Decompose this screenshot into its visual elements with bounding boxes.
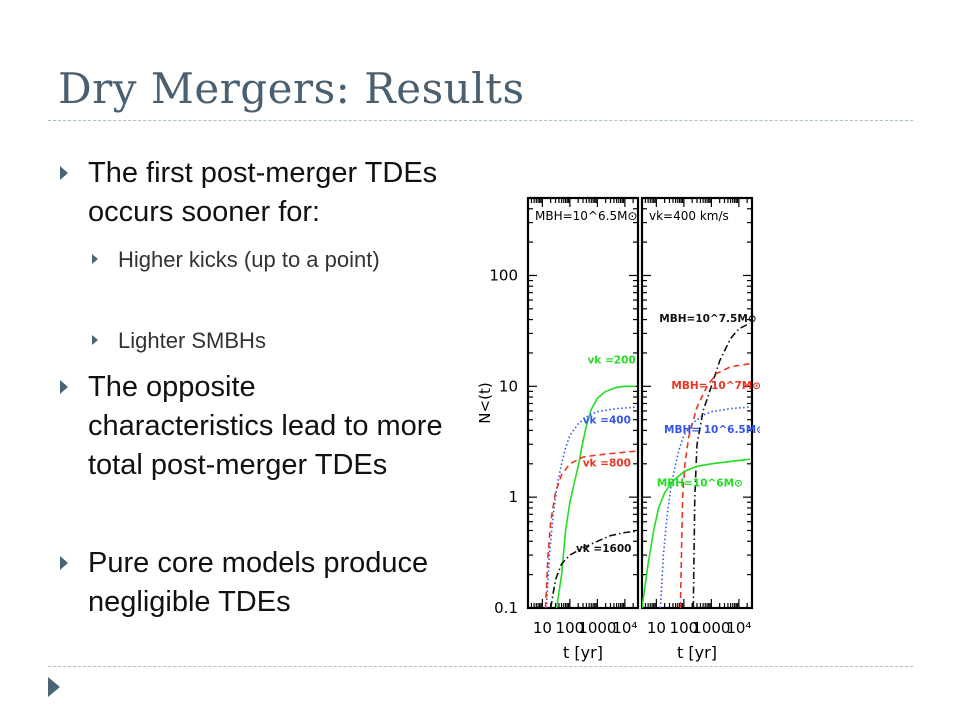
footer-arrow-icon	[48, 677, 60, 697]
panel-label: MBH=10^6.5M⊙	[535, 209, 637, 223]
footer-divider	[48, 666, 913, 667]
y-axis-label: N<(t)	[476, 382, 494, 423]
x-tick-label: 100	[556, 619, 585, 637]
x-tick-label: 1000	[578, 619, 616, 637]
series-line	[545, 406, 636, 608]
series-line	[642, 458, 750, 608]
bullet-item: The first post-merger TDEs occurs sooner…	[88, 157, 438, 228]
sub-bullet-item: Lighter SMBHs	[118, 328, 266, 353]
series-line	[659, 406, 750, 608]
series-label: vk =400	[583, 415, 631, 427]
bullet-arrow-icon	[60, 166, 68, 180]
series-line	[679, 362, 750, 608]
sub-bullet-arrow-icon	[92, 254, 98, 264]
y-tick-label: 10	[499, 377, 518, 395]
plot-frame	[640, 196, 754, 610]
series-label: vk =200	[588, 355, 636, 367]
series-line	[692, 322, 751, 608]
series-label: MBH=10^6M⊙	[657, 477, 743, 489]
x-axis-label: t [yr]	[563, 643, 603, 662]
bullet-item: The opposite characteristics lead to mor…	[88, 371, 443, 481]
slide-title: Dry Mergers: Results	[58, 64, 525, 113]
x-tick-label: 10	[533, 619, 552, 637]
series-label: vk =800	[583, 457, 631, 469]
y-tick-label: 1	[508, 488, 518, 506]
title-divider	[48, 120, 913, 121]
sub-bullet-arrow-icon	[92, 335, 98, 345]
series-label: vk =1600	[576, 543, 632, 555]
bullet-arrow-icon	[60, 556, 68, 570]
series-label: MBH= 10^7M⊙	[671, 380, 760, 392]
series-label: MBH= 10^6.5M⊙	[664, 424, 760, 436]
x-tick-label: 100	[670, 619, 699, 637]
series-label: MBH=10^7.5M⊙	[659, 313, 756, 325]
series-line	[544, 450, 636, 608]
bullet-item: Pure core models produce negligible TDEs	[88, 547, 429, 618]
series-line	[549, 530, 636, 608]
y-tick-label: 100	[489, 266, 518, 284]
x-tick-label: 10⁴	[612, 619, 637, 637]
bullet-arrow-icon	[60, 380, 68, 394]
y-tick-label: 0.1	[494, 599, 518, 617]
panel-label: vk=400 km/s	[649, 209, 729, 223]
sub-bullet-item: Higher kicks (up to a point)	[118, 247, 380, 272]
x-axis-label: t [yr]	[677, 643, 717, 662]
x-tick-label: 1000	[692, 619, 730, 637]
x-tick-label: 10⁴	[726, 619, 751, 637]
x-tick-label: 10	[647, 619, 666, 637]
series-line	[555, 385, 636, 608]
